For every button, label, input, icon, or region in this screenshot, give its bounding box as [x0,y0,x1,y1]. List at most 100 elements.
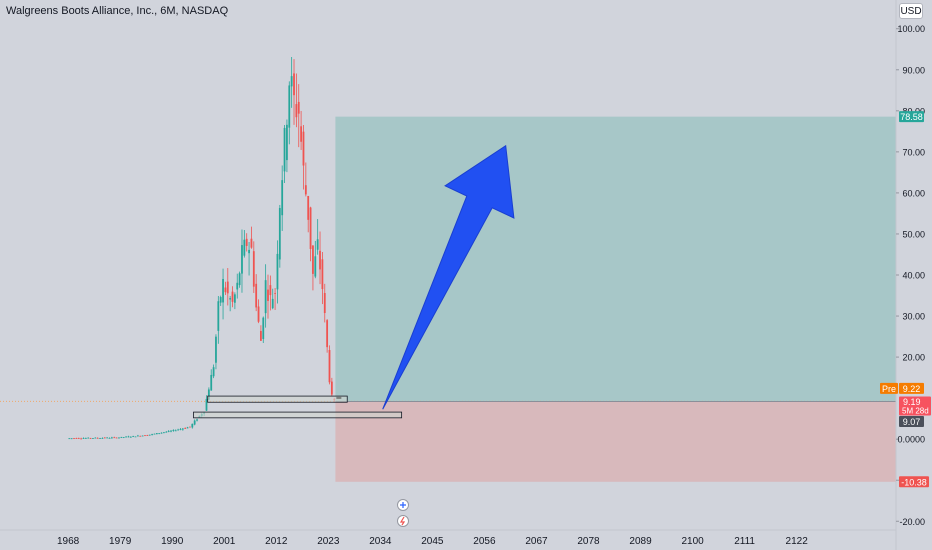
candle[interactable] [134,436,137,438]
candle[interactable] [165,431,168,433]
candle[interactable] [89,438,92,439]
up-arrow-drawing[interactable] [382,144,515,410]
candle[interactable] [323,292,326,314]
candle[interactable] [84,438,87,439]
candle[interactable] [222,278,224,303]
candle[interactable] [314,256,317,277]
symbol-title[interactable]: Walgreens Boots Alliance, Inc., 6M, NASD… [6,5,229,17]
candle[interactable] [158,433,161,434]
candle[interactable] [264,280,267,314]
candle[interactable] [212,367,215,377]
stop-price-tag-bg[interactable] [899,476,929,488]
candle[interactable] [99,438,101,439]
candle[interactable] [255,283,258,308]
candle[interactable] [115,437,118,439]
candle[interactable] [163,432,165,434]
currency-button[interactable]: USD [899,3,923,19]
last-price-bg[interactable] [899,396,931,416]
candle[interactable] [196,419,198,421]
candle[interactable] [101,437,104,439]
candle[interactable] [87,437,90,439]
support-box-2[interactable] [193,411,403,419]
candle[interactable] [281,180,284,216]
support-box-1[interactable] [207,395,348,403]
candle[interactable] [226,281,229,294]
candle[interactable] [259,330,262,341]
candle[interactable] [170,430,172,432]
candle[interactable] [293,73,295,96]
pre-label-bg[interactable] [880,382,898,394]
candle[interactable] [77,438,80,439]
candle[interactable] [174,430,177,432]
candle[interactable] [146,435,149,436]
candle[interactable] [141,435,144,437]
candle[interactable] [160,432,163,434]
candle[interactable] [302,131,305,166]
candle[interactable] [319,250,321,270]
candle[interactable] [295,104,298,118]
candle[interactable] [75,438,78,439]
candle[interactable] [189,426,191,428]
candle[interactable] [274,293,276,294]
candle[interactable] [153,433,156,435]
candle[interactable] [269,285,272,296]
pre-value-bg[interactable] [899,382,924,394]
candle[interactable] [326,320,329,348]
candle[interactable] [241,245,243,274]
candle[interactable] [321,259,324,290]
candle[interactable] [316,239,319,250]
candle[interactable] [92,438,94,439]
candle[interactable] [231,291,234,302]
candle[interactable] [118,437,120,439]
candle[interactable] [106,437,109,439]
candle[interactable] [68,438,71,440]
candle[interactable] [193,420,196,425]
candle[interactable] [304,185,307,195]
candle[interactable] [127,436,130,438]
low-price-bg[interactable] [899,415,924,427]
candle[interactable] [113,437,116,439]
candle[interactable] [328,350,331,383]
candle[interactable] [177,429,180,431]
candle[interactable] [297,101,300,114]
candle[interactable] [229,298,232,300]
candle[interactable] [250,238,253,248]
candle[interactable] [262,317,265,339]
lightning-icon[interactable] [397,515,409,527]
candle[interactable] [181,428,184,430]
candle[interactable] [286,124,288,161]
candle[interactable] [233,294,236,303]
candle[interactable] [236,282,239,290]
candle[interactable] [82,438,85,440]
candle[interactable] [210,374,213,391]
candle[interactable] [205,398,208,411]
candle[interactable] [283,127,286,172]
candle[interactable] [129,436,132,438]
candle[interactable] [122,437,125,438]
candle[interactable] [132,435,135,437]
candle[interactable] [172,429,175,431]
candle[interactable] [252,251,255,287]
candle[interactable] [307,195,310,220]
candle[interactable] [151,434,153,435]
candle[interactable] [309,207,312,249]
candle[interactable] [184,428,187,429]
candle[interactable] [167,430,170,432]
loss-zone[interactable] [335,401,896,482]
plus-circle-icon[interactable] [397,499,409,511]
candle[interactable] [94,437,97,439]
candle[interactable] [219,297,222,303]
candle[interactable] [290,76,293,87]
candle[interactable] [312,245,314,274]
candle[interactable] [103,437,106,439]
candle[interactable] [137,435,139,437]
candle[interactable] [300,126,303,142]
candle[interactable] [215,336,217,363]
candle[interactable] [70,438,73,440]
candle[interactable] [73,438,75,440]
candle[interactable] [288,85,291,128]
candle[interactable] [330,381,333,395]
candle[interactable] [144,435,146,437]
candle[interactable] [243,239,246,256]
